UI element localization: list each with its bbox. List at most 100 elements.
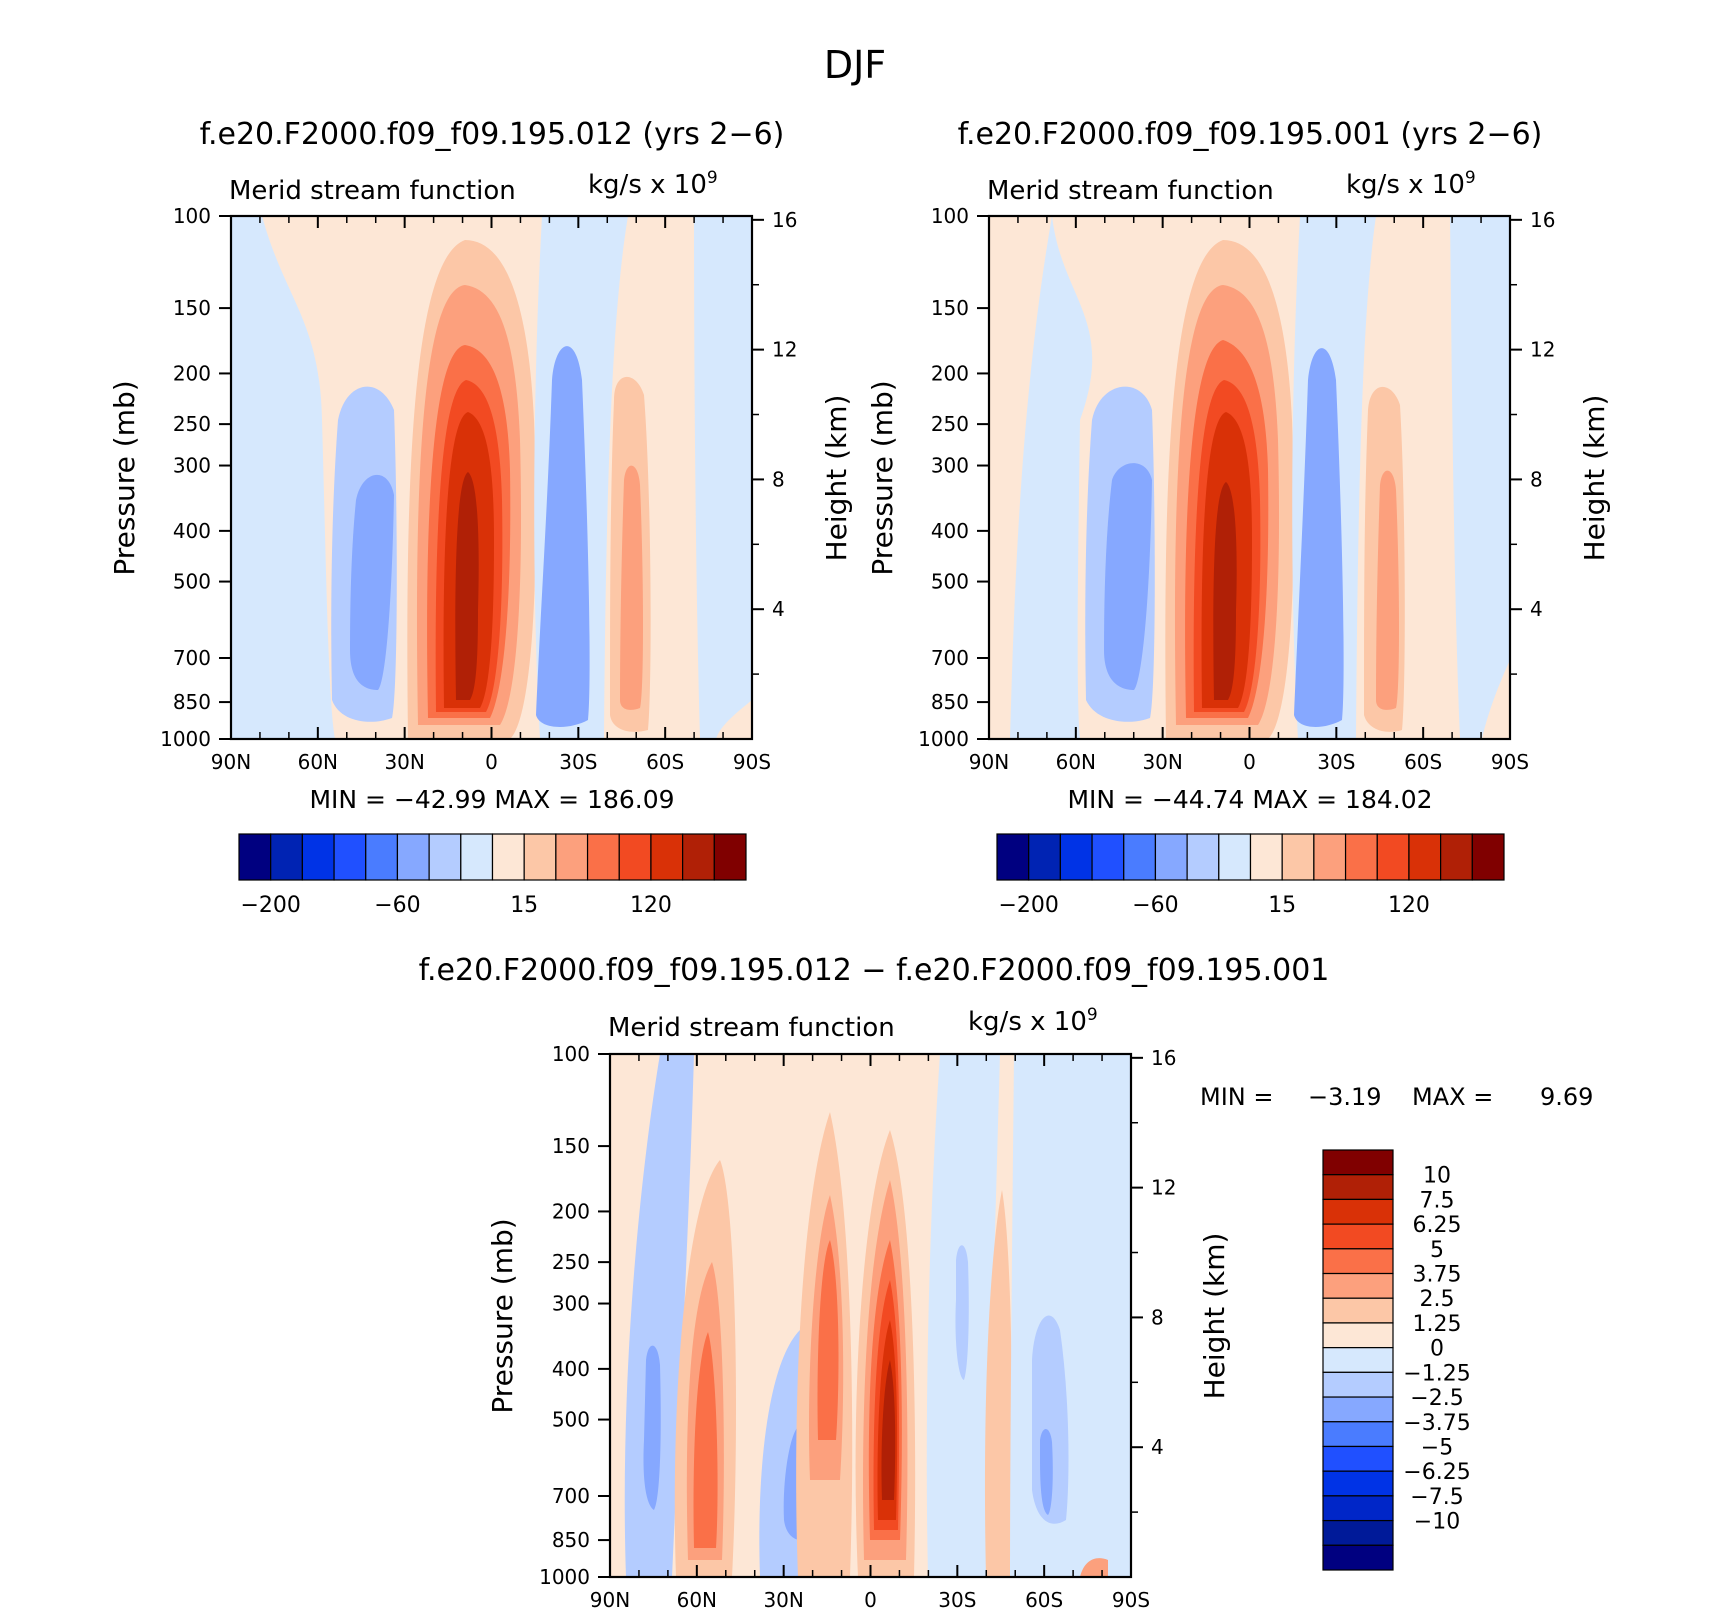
ytick-label: 250 [173,412,211,436]
colorbar-box [1322,1519,1394,1546]
colorbar-box [270,833,303,881]
colorbar-label: 120 [630,893,672,918]
colorbar-box [1218,833,1252,881]
xtick-label: 60N [1056,750,1096,774]
panel-3-pos-band-15-c [817,1240,839,1440]
colorbar-box [1322,1421,1394,1448]
xtick-label: 30N [384,750,424,774]
panel-1: f.e20.F2000.f09_f09.195.012 (yrs 2−6) Me… [108,117,853,918]
colorbar-box [460,833,494,881]
colorbar-box [1322,1272,1394,1299]
panel-2-y2label: Height (km) [1578,395,1611,562]
colorbar-label: 10 [1423,1164,1451,1189]
ytick-label: 200 [173,361,211,385]
panel-2-title: f.e20.F2000.f09_f09.195.001 (yrs 2−6) [958,117,1543,152]
panel-3-y2ticks: 16 12 8 4 [1131,1046,1176,1513]
panel-3-max-value: 9.69 [1540,1083,1593,1111]
panel-3-plot [610,1054,1131,1577]
panel-2-hadley-150 [1213,482,1237,700]
ytick-label: 1000 [918,727,969,751]
colorbar-label: −7.5 [1410,1485,1463,1510]
panel-2-y2ticks: 16 12 8 4 [1510,208,1555,675]
panel-1-y2ticks: 16 12 8 4 [752,208,797,675]
colorbar-box [1322,1322,1394,1349]
panel-1-polar-neg [694,216,752,739]
panel-1-ylabel: Pressure (mb) [108,380,141,575]
colorbar-box [1313,833,1347,881]
colorbar-box [1322,1149,1394,1176]
colorbar-box [682,833,715,881]
colorbar-label: 1.25 [1413,1312,1462,1337]
colorbar-label: 0 [1430,1337,1444,1362]
colorbar-box [1249,833,1283,881]
colorbar-box [1123,833,1157,881]
panel-1-axes: 90N 60N 30N 0 30S 60S 90S 100 150 200 250 300 400 50… [160,204,797,774]
panel-2-units-text: kg/s x 10 [1346,170,1465,200]
panel-3-neg-band-30s-core [955,1245,969,1380]
colorbar-label: −5 [1421,1435,1453,1460]
ytick-label: 850 [931,690,969,714]
ytick-label: 400 [552,1357,590,1381]
ytick-label: 100 [552,1042,590,1066]
panel-3-pos-band-eq-f [881,1360,896,1500]
xtick-label: 60N [298,750,338,774]
panel-1-units-exponent: 9 [707,168,718,188]
ytick-label: 700 [552,1484,590,1508]
ytick-label: 150 [931,296,969,320]
colorbar-label: 7.5 [1420,1188,1455,1213]
xtick-label: 60S [646,750,684,774]
colorbar-box [1091,833,1125,881]
colorbar-box [491,833,525,881]
panel-1-minmax: MIN = −42.99 MAX = 186.09 [309,785,674,814]
panel-1-xticks: 90N 60N 30N 0 30S 60S 90S [211,216,771,774]
colorbar-box [1322,1248,1394,1275]
xtick-label: 30S [559,750,597,774]
panel-3-min-label: MIN = [1200,1083,1273,1111]
colorbar-box [301,833,335,881]
panel-3-neg-band-west-core [643,1345,661,1510]
colorbar-box [1186,833,1220,881]
panel-3-left-string: Merid stream function [608,1013,895,1043]
colorbar-label: −60 [374,893,420,918]
colorbar-box [1059,833,1093,881]
panel-3-max-label: MAX = [1412,1083,1493,1111]
panel-3-ylabel: Pressure (mb) [486,1218,519,1413]
colorbar-box [1344,833,1378,881]
panel-1-units-text: kg/s x 10 [588,170,707,200]
colorbar-label: 15 [510,893,538,918]
panel-2: f.e20.F2000.f09_f09.195.001 (yrs 2−6) Me… [866,117,1611,918]
colorbar-box [428,833,462,881]
panel-3-pos-band-60-c [693,1332,718,1548]
panel-2-neg-cell-outer [1010,216,1093,739]
ytick-label: 100 [173,204,211,228]
colorbar-box [1408,833,1442,881]
panel-3-pos-band-45s [984,1190,1012,1577]
panel-2-left-string: Merid stream function [987,176,1274,206]
panel-1-sh-pos-30 [620,465,643,710]
colorbar-box [1376,833,1410,881]
panel-1-units: kg/s x 109 [588,168,718,200]
ytick-label: 850 [552,1528,590,1552]
xtick-label: 30N [763,1588,803,1612]
panel-3-min-value: −3.19 [1308,1083,1382,1111]
colorbar-label: −2.5 [1410,1386,1463,1411]
panel-1-plot [231,216,752,739]
panel-3-neg-band-60s-core-b [1040,1428,1053,1515]
ytick-label: 300 [552,1292,590,1316]
ytick-label: 300 [931,454,969,478]
colorbar-box [1281,833,1315,881]
panel-3-units-text: kg/s x 10 [968,1007,1087,1037]
y2tick-label: 12 [1151,1176,1176,1200]
ytick-label: 250 [931,412,969,436]
colorbar-box [396,833,430,881]
panel-1-y2label: Height (km) [820,395,853,562]
panel-2-minmax: MIN = −44.74 MAX = 184.02 [1067,785,1432,814]
panel-1-title: f.e20.F2000.f09_f09.195.012 (yrs 2−6) [200,117,785,152]
y2tick-label: 8 [1151,1305,1164,1329]
y2tick-label: 16 [1151,1046,1176,1070]
ytick-label: 400 [173,519,211,543]
colorbar-box [1322,1223,1394,1250]
colorbar-box [1322,1371,1394,1398]
colorbar-label: −10 [1414,1510,1460,1535]
